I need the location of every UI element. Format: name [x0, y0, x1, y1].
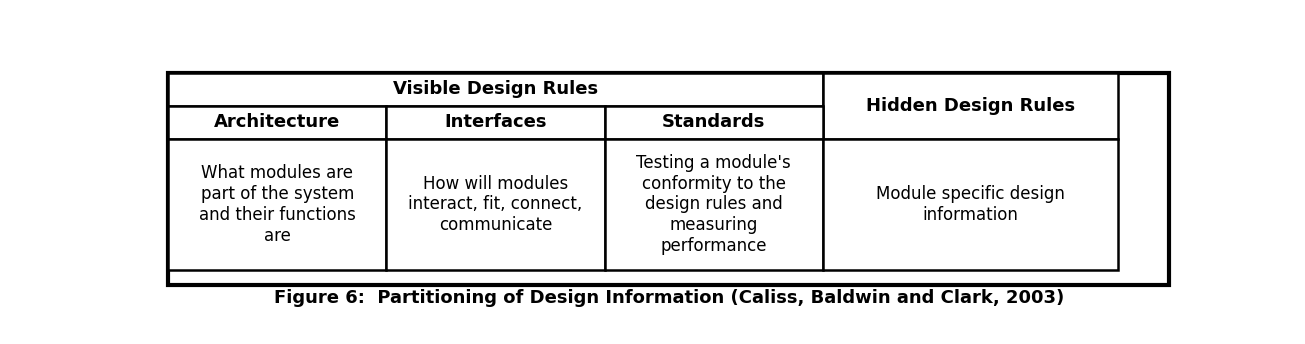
- Bar: [386, 106, 604, 139]
- Text: Testing a module's
conformity to the
design rules and
measuring
performance: Testing a module's conformity to the des…: [637, 154, 791, 255]
- Bar: [168, 73, 1169, 285]
- Text: Module specific design
information: Module specific design information: [876, 185, 1065, 224]
- Text: Standards: Standards: [662, 113, 766, 131]
- Text: Hidden Design Rules: Hidden Design Rules: [867, 97, 1075, 115]
- Text: How will modules
interact, fit, connect,
communicate: How will modules interact, fit, connect,…: [408, 175, 583, 234]
- Bar: [823, 139, 1118, 270]
- Text: Visible Design Rules: Visible Design Rules: [393, 80, 598, 98]
- Bar: [604, 139, 823, 270]
- Bar: [386, 139, 604, 270]
- Bar: [168, 139, 386, 270]
- Bar: [823, 73, 1118, 139]
- Bar: [168, 106, 386, 139]
- Text: Figure 6:  Partitioning of Design Information (Caliss, Baldwin and Clark, 2003): Figure 6: Partitioning of Design Informa…: [274, 289, 1064, 307]
- Bar: [604, 106, 823, 139]
- Bar: [168, 73, 823, 106]
- Text: What modules are
part of the system
and their functions
are: What modules are part of the system and …: [198, 164, 356, 245]
- Text: Architecture: Architecture: [214, 113, 341, 131]
- Text: Interfaces: Interfaces: [444, 113, 547, 131]
